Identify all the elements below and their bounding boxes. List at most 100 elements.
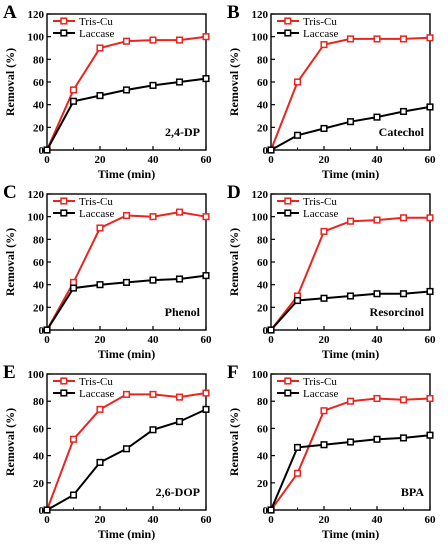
x-tick-label: 0 [268,334,274,346]
x-tick-label: 0 [44,154,50,166]
x-axis-label: Time (min) [98,527,155,541]
panel-letter: D [227,182,241,203]
data-point [175,208,184,216]
x-tick-label: 20 [95,514,107,526]
data-point [122,278,131,286]
data-point [43,326,51,334]
y-tick-label: 120 [28,9,45,21]
y-tick-label: 100 [252,369,269,381]
data-point [346,292,355,300]
y-axis-label: Removal (%) [227,408,241,476]
data-point [346,35,355,43]
x-axis-label: Time (min) [98,347,155,361]
y-tick-label: 0 [263,325,269,337]
data-point [122,211,131,220]
y-tick-label: 100 [252,32,269,44]
data-point [122,390,131,398]
data-point [122,445,131,453]
data-point [426,431,434,439]
data-point [96,281,104,289]
y-axis-label: Removal (%) [227,228,241,296]
legend-label: Laccase [303,28,339,40]
data-point [267,506,275,514]
data-point [320,124,328,133]
legend-label: Tris-Cu [79,376,113,388]
data-point [96,458,104,466]
data-point [175,393,184,401]
y-tick-label: 100 [28,32,45,44]
data-point [399,290,408,298]
data-point [267,146,275,154]
x-tick-label: 20 [319,514,331,526]
x-tick-label: 0 [44,514,50,526]
legend-marker [284,29,292,37]
legend-label: Laccase [79,388,115,400]
data-point [202,33,210,41]
y-tick-label: 60 [33,77,45,89]
y-tick-label: 60 [257,77,269,89]
y-tick-label: 120 [252,189,269,201]
data-point [202,75,210,83]
legend-marker [284,377,292,385]
y-tick-label: 40 [33,100,45,112]
data-point [96,44,104,52]
data-point [96,224,104,232]
y-tick-label: 40 [257,280,269,292]
legend-marker [284,17,292,25]
data-point [43,146,51,154]
data-point [175,275,184,283]
data-point [426,214,434,222]
x-tick-label: 20 [319,334,331,346]
y-tick-label: 60 [33,423,45,435]
data-point [320,407,328,415]
compound-annotation: BPA [401,485,424,499]
data-point [69,278,78,286]
panel-A: A 0 20 40 60 80 100 120 0 20 40 60 Time (min) Removal… [3,2,212,181]
y-tick-label: 20 [33,478,45,490]
panel-F: F 0 20 40 60 80 100 0 20 40 60 Time (min) Removal (%… [227,362,436,541]
data-point [346,118,355,126]
x-tick-label: 20 [319,154,331,166]
x-tick-label: 0 [44,334,50,346]
data-point [69,491,78,499]
panel-letter: A [3,2,17,23]
legend-label: Laccase [303,388,339,400]
compound-annotation: 2,6-DOP [156,485,200,499]
y-axis-label: Removal (%) [3,228,17,296]
data-point [399,214,408,222]
data-point [293,443,302,451]
y-tick-label: 0 [263,505,269,517]
x-tick-label: 60 [201,334,213,346]
data-point [373,216,381,224]
data-point [399,107,408,116]
y-tick-label: 80 [33,396,45,408]
y-tick-label: 0 [39,145,45,157]
data-point [149,276,157,284]
y-axis-label: Removal (%) [3,48,17,116]
data-point [69,86,78,94]
y-tick-label: 20 [33,122,45,134]
data-point [175,78,184,86]
data-point [346,438,355,446]
data-point [149,81,157,89]
y-axis-label: Removal (%) [227,48,241,116]
data-point [293,296,302,305]
y-tick-label: 80 [33,54,45,66]
y-tick-label: 80 [257,396,269,408]
legend-marker [60,29,68,37]
y-tick-label: 80 [33,234,45,246]
y-tick-label: 100 [252,212,269,224]
legend-label: Laccase [79,208,115,220]
legend-label: Tris-Cu [303,16,337,28]
y-tick-label: 100 [28,212,45,224]
x-tick-label: 60 [425,514,437,526]
legend-marker [60,377,68,385]
data-point [202,213,210,221]
data-point [43,506,51,514]
y-tick-label: 20 [33,302,45,314]
data-point [202,389,210,397]
x-tick-label: 40 [372,514,384,526]
y-tick-label: 60 [257,423,269,435]
y-tick-label: 80 [257,234,269,246]
